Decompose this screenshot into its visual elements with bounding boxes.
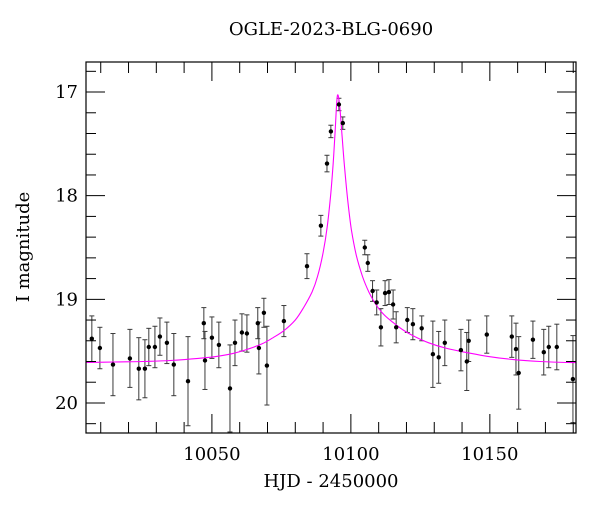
x-tick-label: 10050 [183,444,240,465]
y-tick-label: 20 [55,393,78,414]
x-axis-label: HJD - 2450000 [263,471,399,492]
chart-title: OGLE-2023-BLG-0690 [228,19,434,40]
x-tick-label: 10150 [461,444,518,465]
y-tick-label: 19 [55,289,78,310]
y-tick-label: 17 [55,82,78,103]
y-tick-label: 18 [55,186,78,207]
x-tick-label: 10100 [322,444,379,465]
